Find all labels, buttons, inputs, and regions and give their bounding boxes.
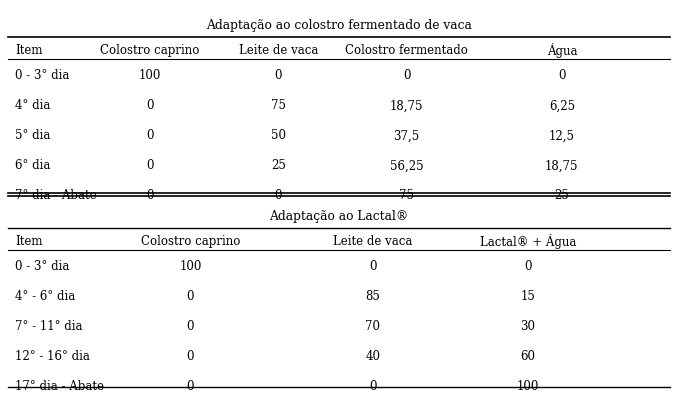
Text: 0: 0	[146, 189, 154, 202]
Text: 0: 0	[186, 350, 194, 363]
Text: Adaptação ao Lactal®: Adaptação ao Lactal®	[269, 210, 409, 222]
Text: 4° - 6° dia: 4° - 6° dia	[15, 290, 75, 303]
Text: 40: 40	[365, 350, 380, 363]
Text: Colostro caprino: Colostro caprino	[141, 235, 240, 248]
Text: 37,5: 37,5	[393, 129, 420, 143]
Text: 60: 60	[521, 350, 536, 363]
Text: 70: 70	[365, 320, 380, 333]
Text: 75: 75	[271, 100, 285, 112]
Text: 100: 100	[517, 380, 539, 393]
Text: 7° - 11° dia: 7° - 11° dia	[15, 320, 83, 333]
Text: Colostro fermentado: Colostro fermentado	[345, 44, 468, 57]
Text: 25: 25	[555, 189, 570, 202]
Text: 0 - 3° dia: 0 - 3° dia	[15, 69, 69, 83]
Text: Lactal® + Água: Lactal® + Água	[480, 234, 576, 249]
Text: 0: 0	[186, 290, 194, 303]
Text: Item: Item	[15, 44, 43, 57]
Text: 0: 0	[146, 160, 154, 172]
Text: 0: 0	[146, 129, 154, 143]
Text: 50: 50	[271, 129, 285, 143]
Text: 0: 0	[524, 260, 532, 273]
Text: Leite de vaca: Leite de vaca	[239, 44, 318, 57]
Text: 0: 0	[275, 69, 282, 83]
Text: 100: 100	[179, 260, 201, 273]
Text: 85: 85	[365, 290, 380, 303]
Text: 0: 0	[369, 260, 376, 273]
Text: 12,5: 12,5	[549, 129, 575, 143]
Text: 4° dia: 4° dia	[15, 100, 50, 112]
Text: Colostro caprino: Colostro caprino	[100, 44, 199, 57]
Text: 5° dia: 5° dia	[15, 129, 50, 143]
Text: 17° dia - Abate: 17° dia - Abate	[15, 380, 104, 393]
Text: Leite de vaca: Leite de vaca	[333, 235, 412, 248]
Text: 12° - 16° dia: 12° - 16° dia	[15, 350, 89, 363]
Text: 0 - 3° dia: 0 - 3° dia	[15, 260, 69, 273]
Text: 100: 100	[139, 69, 161, 83]
Text: 15: 15	[521, 290, 536, 303]
Text: 25: 25	[271, 160, 285, 172]
Text: 0: 0	[403, 69, 410, 83]
Text: 0: 0	[186, 320, 194, 333]
Text: Água: Água	[546, 43, 577, 58]
Text: 56,25: 56,25	[390, 160, 423, 172]
Text: 30: 30	[521, 320, 536, 333]
Text: 0: 0	[558, 69, 565, 83]
Text: 7° dia - Abate: 7° dia - Abate	[15, 189, 96, 202]
Text: Adaptação ao colostro fermentado de vaca: Adaptação ao colostro fermentado de vaca	[206, 19, 472, 32]
Text: 6° dia: 6° dia	[15, 160, 50, 172]
Text: 0: 0	[146, 100, 154, 112]
Text: Item: Item	[15, 235, 43, 248]
Text: 0: 0	[186, 380, 194, 393]
Text: 75: 75	[399, 189, 414, 202]
Text: 18,75: 18,75	[390, 100, 423, 112]
Text: 18,75: 18,75	[545, 160, 578, 172]
Text: 0: 0	[275, 189, 282, 202]
Text: 0: 0	[369, 380, 376, 393]
Text: 6,25: 6,25	[549, 100, 575, 112]
